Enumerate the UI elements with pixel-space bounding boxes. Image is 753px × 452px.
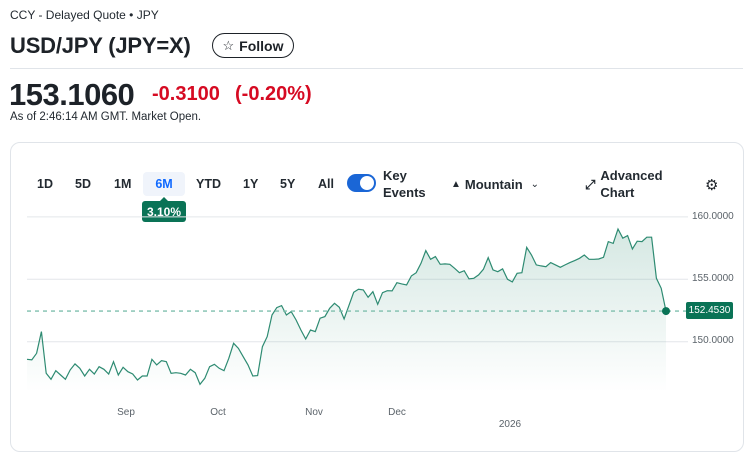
x-tick-oct: Oct [210, 407, 226, 418]
x-tick-dec: Dec [388, 407, 406, 418]
chart-type-dropdown[interactable]: ▲ Mountain ⌄ [451, 176, 539, 193]
key-events-label-line1: Key [383, 168, 407, 183]
follow-label: Follow [239, 37, 284, 54]
follow-button[interactable]: ☆ Follow [212, 33, 294, 58]
y-tick-160: 160.0000 [692, 211, 734, 222]
range-1y[interactable]: 1Y [243, 177, 259, 191]
divider [10, 68, 743, 69]
key-events-label: Key Events [383, 167, 426, 201]
range-5d[interactable]: 5D [75, 177, 91, 191]
range-ytd[interactable]: YTD [196, 177, 221, 191]
key-events-toggle[interactable] [347, 174, 376, 192]
settings-gear-icon[interactable]: ⚙ [705, 177, 719, 194]
range-all[interactable]: All [318, 177, 334, 191]
y-tick-155: 155.0000 [692, 273, 734, 284]
price-change: -0.3100 [152, 83, 220, 105]
current-price-label: 152.4530 [686, 302, 733, 319]
chart-type-label: Mountain [464, 177, 523, 192]
y-tick-150: 150.0000 [692, 335, 734, 346]
x-tick-nov: Nov [305, 407, 323, 418]
key-events-label-line2: Events [383, 185, 426, 200]
chevron-down-icon: ⌄ [530, 179, 540, 190]
star-outline-icon: ☆ [222, 37, 235, 53]
market-status: As of 2:46:14 AM GMT. Market Open. [10, 111, 202, 123]
advanced-label-line1: Advanced [600, 168, 663, 183]
page-title: USD/JPY (JPY=X) [10, 33, 191, 58]
breadcrumb: CCY - Delayed Quote • JPY [10, 8, 159, 22]
range-1d[interactable]: 1D [37, 177, 53, 191]
range-1m[interactable]: 1M [114, 177, 132, 191]
mountain-icon: ▲ [451, 179, 461, 190]
current-price: 153.1060 [9, 77, 135, 112]
current-price-dot [662, 307, 670, 316]
expand-icon: ⤢ [585, 176, 596, 192]
range-6m[interactable]: 6M [143, 172, 185, 196]
price-line [26, 227, 667, 386]
advanced-chart-label: Advanced Chart [600, 167, 662, 201]
advanced-label-line2: Chart [600, 185, 635, 200]
price-area-fill [27, 229, 666, 392]
range-5y[interactable]: 5Y [280, 177, 296, 191]
price-chart [26, 216, 688, 392]
advanced-chart-button[interactable]: ⤢ Advanced Chart [585, 167, 663, 201]
x-tick-sep: Sep [117, 407, 135, 418]
x-tick-2026: 2026 [498, 419, 522, 430]
price-change-percent: (-0.20%) [235, 83, 312, 105]
